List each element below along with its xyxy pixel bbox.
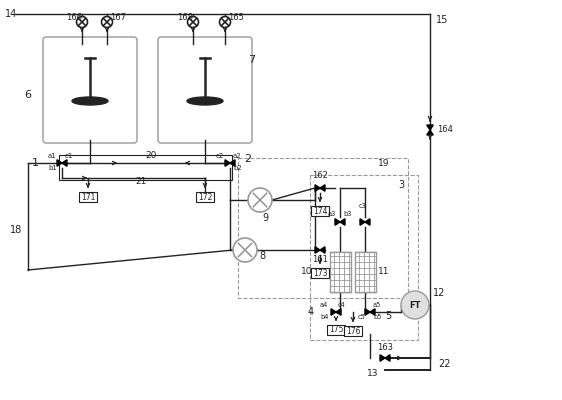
Text: c4: c4 [338, 302, 346, 308]
Polygon shape [427, 125, 433, 130]
Polygon shape [225, 160, 230, 166]
Text: b5: b5 [373, 314, 382, 320]
Ellipse shape [187, 97, 223, 105]
Text: 1: 1 [32, 158, 39, 168]
Text: 171: 171 [81, 192, 95, 202]
Text: 162: 162 [312, 172, 328, 180]
Text: 15: 15 [436, 15, 448, 25]
Text: 172: 172 [198, 192, 212, 202]
Text: 165: 165 [228, 12, 244, 22]
Text: c2: c2 [216, 153, 224, 159]
Bar [327, 325, 345, 335]
Bar [344, 326, 362, 336]
Text: 3: 3 [398, 180, 404, 190]
Text: 161: 161 [312, 256, 328, 264]
Polygon shape [62, 160, 67, 166]
Text: b4: b4 [320, 314, 329, 320]
Text: 163: 163 [377, 344, 393, 352]
Polygon shape [360, 219, 365, 225]
Text: 4: 4 [308, 307, 314, 317]
Text: 20: 20 [145, 150, 156, 160]
Polygon shape [385, 355, 390, 361]
Text: 5: 5 [385, 311, 391, 321]
Text: 18: 18 [10, 225, 22, 235]
Text: a5: a5 [373, 302, 382, 308]
Text: 8: 8 [259, 251, 265, 261]
Polygon shape [315, 185, 320, 191]
Text: 167: 167 [110, 12, 126, 22]
Circle shape [188, 16, 198, 28]
Text: 2: 2 [244, 154, 251, 164]
Text: b2: b2 [233, 165, 242, 171]
Polygon shape [427, 130, 433, 135]
Text: c5: c5 [358, 314, 366, 320]
FancyBboxPatch shape [43, 37, 137, 143]
Text: 168: 168 [177, 12, 193, 22]
Polygon shape [380, 355, 385, 361]
Polygon shape [336, 309, 341, 315]
Bar [311, 206, 329, 216]
Text: 19: 19 [378, 160, 389, 168]
Text: 11: 11 [378, 268, 389, 276]
Bar [311, 268, 329, 278]
Polygon shape [230, 160, 235, 166]
Text: c3: c3 [359, 203, 367, 209]
Polygon shape [320, 185, 325, 191]
Polygon shape [335, 219, 340, 225]
Polygon shape [370, 309, 375, 315]
Text: 175: 175 [329, 326, 343, 334]
Polygon shape [57, 160, 62, 166]
Text: 9: 9 [262, 213, 268, 223]
Text: a2: a2 [233, 153, 242, 159]
Text: 174: 174 [312, 206, 327, 216]
Text: b3: b3 [343, 211, 351, 217]
Polygon shape [331, 309, 336, 315]
Bar [59, 155, 232, 180]
Circle shape [233, 238, 257, 262]
Text: b1: b1 [48, 165, 57, 171]
Circle shape [401, 291, 429, 319]
Text: 166: 166 [66, 12, 82, 22]
Text: a1: a1 [48, 153, 57, 159]
Bar [238, 158, 408, 298]
Bar [355, 252, 375, 292]
Text: 173: 173 [312, 268, 327, 278]
Text: 176: 176 [346, 326, 360, 336]
Text: a3: a3 [328, 211, 336, 217]
Text: 14: 14 [5, 9, 17, 19]
Bar [310, 175, 418, 340]
Circle shape [76, 16, 88, 28]
Text: 12: 12 [433, 288, 445, 298]
Polygon shape [315, 247, 320, 253]
Text: 10: 10 [301, 268, 312, 276]
Text: c1: c1 [65, 153, 74, 159]
Text: 164: 164 [437, 126, 453, 134]
Circle shape [102, 16, 112, 28]
Text: 7: 7 [248, 55, 255, 65]
Circle shape [220, 16, 230, 28]
FancyBboxPatch shape [158, 37, 252, 143]
Polygon shape [365, 309, 370, 315]
Circle shape [248, 188, 272, 212]
Text: FT: FT [409, 300, 421, 310]
Polygon shape [340, 219, 345, 225]
Text: 13: 13 [367, 368, 378, 378]
Bar [196, 192, 214, 202]
Bar [79, 192, 97, 202]
Text: 22: 22 [438, 359, 451, 369]
Text: a4: a4 [320, 302, 328, 308]
Bar [329, 252, 351, 292]
Text: 21: 21 [135, 178, 146, 186]
Polygon shape [365, 219, 370, 225]
Ellipse shape [72, 97, 108, 105]
Text: 6: 6 [24, 90, 31, 100]
Polygon shape [320, 247, 325, 253]
